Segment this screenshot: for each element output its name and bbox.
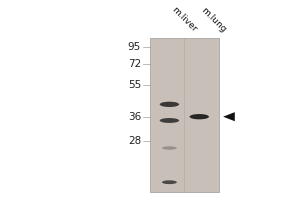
Text: 55: 55 (128, 80, 141, 90)
Ellipse shape (160, 102, 179, 107)
Ellipse shape (162, 180, 177, 184)
Text: 95: 95 (128, 42, 141, 52)
Text: m.lung: m.lung (199, 5, 228, 34)
Text: 28: 28 (128, 136, 141, 146)
Ellipse shape (190, 114, 209, 119)
Ellipse shape (162, 146, 177, 150)
Ellipse shape (160, 118, 179, 123)
Text: m.liver: m.liver (169, 5, 198, 34)
Text: 36: 36 (128, 112, 141, 122)
Polygon shape (223, 112, 235, 121)
Text: 72: 72 (128, 59, 141, 69)
Bar (150, 38, 219, 192)
